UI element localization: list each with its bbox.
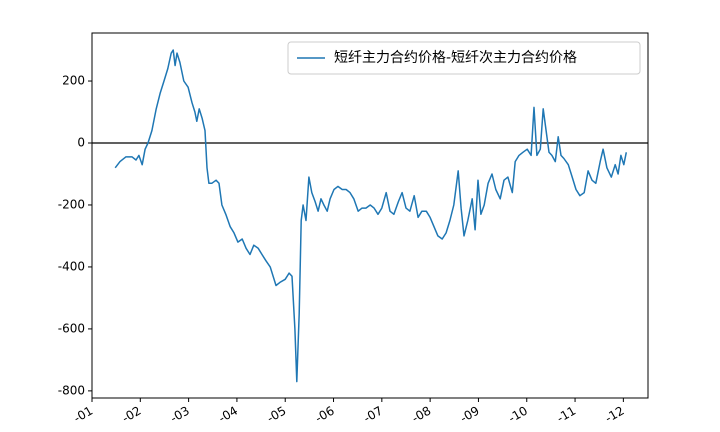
data-line — [114, 49, 628, 383]
y-tick-label: 200 — [62, 74, 85, 88]
x-tick-label: -04 — [216, 404, 240, 426]
y-tick-label: 0 — [77, 135, 85, 149]
x-tick-label: -06 — [313, 404, 337, 426]
x-tick-label: -12 — [603, 404, 627, 426]
x-tick-label: -09 — [458, 404, 482, 426]
x-tick-label: -01 — [71, 404, 95, 426]
legend-label: 短纤主力合约价格-短纤次主力合约价格 — [334, 50, 577, 66]
y-tick-label: -800 — [58, 383, 85, 397]
plot-frame — [91, 32, 649, 399]
y-tick-label: -400 — [58, 259, 85, 273]
x-tick-label: -07 — [361, 404, 385, 426]
y-tick-label: -600 — [58, 321, 85, 335]
x-tick-label: -11 — [554, 404, 578, 426]
legend-box — [287, 41, 641, 75]
x-tick-label: -05 — [264, 404, 288, 426]
x-tick-label: -02 — [120, 404, 144, 426]
x-tick-label: -10 — [506, 404, 530, 426]
x-tick-label: -03 — [168, 404, 192, 426]
y-tick-label: -200 — [58, 197, 85, 211]
x-tick-label: -08 — [409, 404, 433, 426]
